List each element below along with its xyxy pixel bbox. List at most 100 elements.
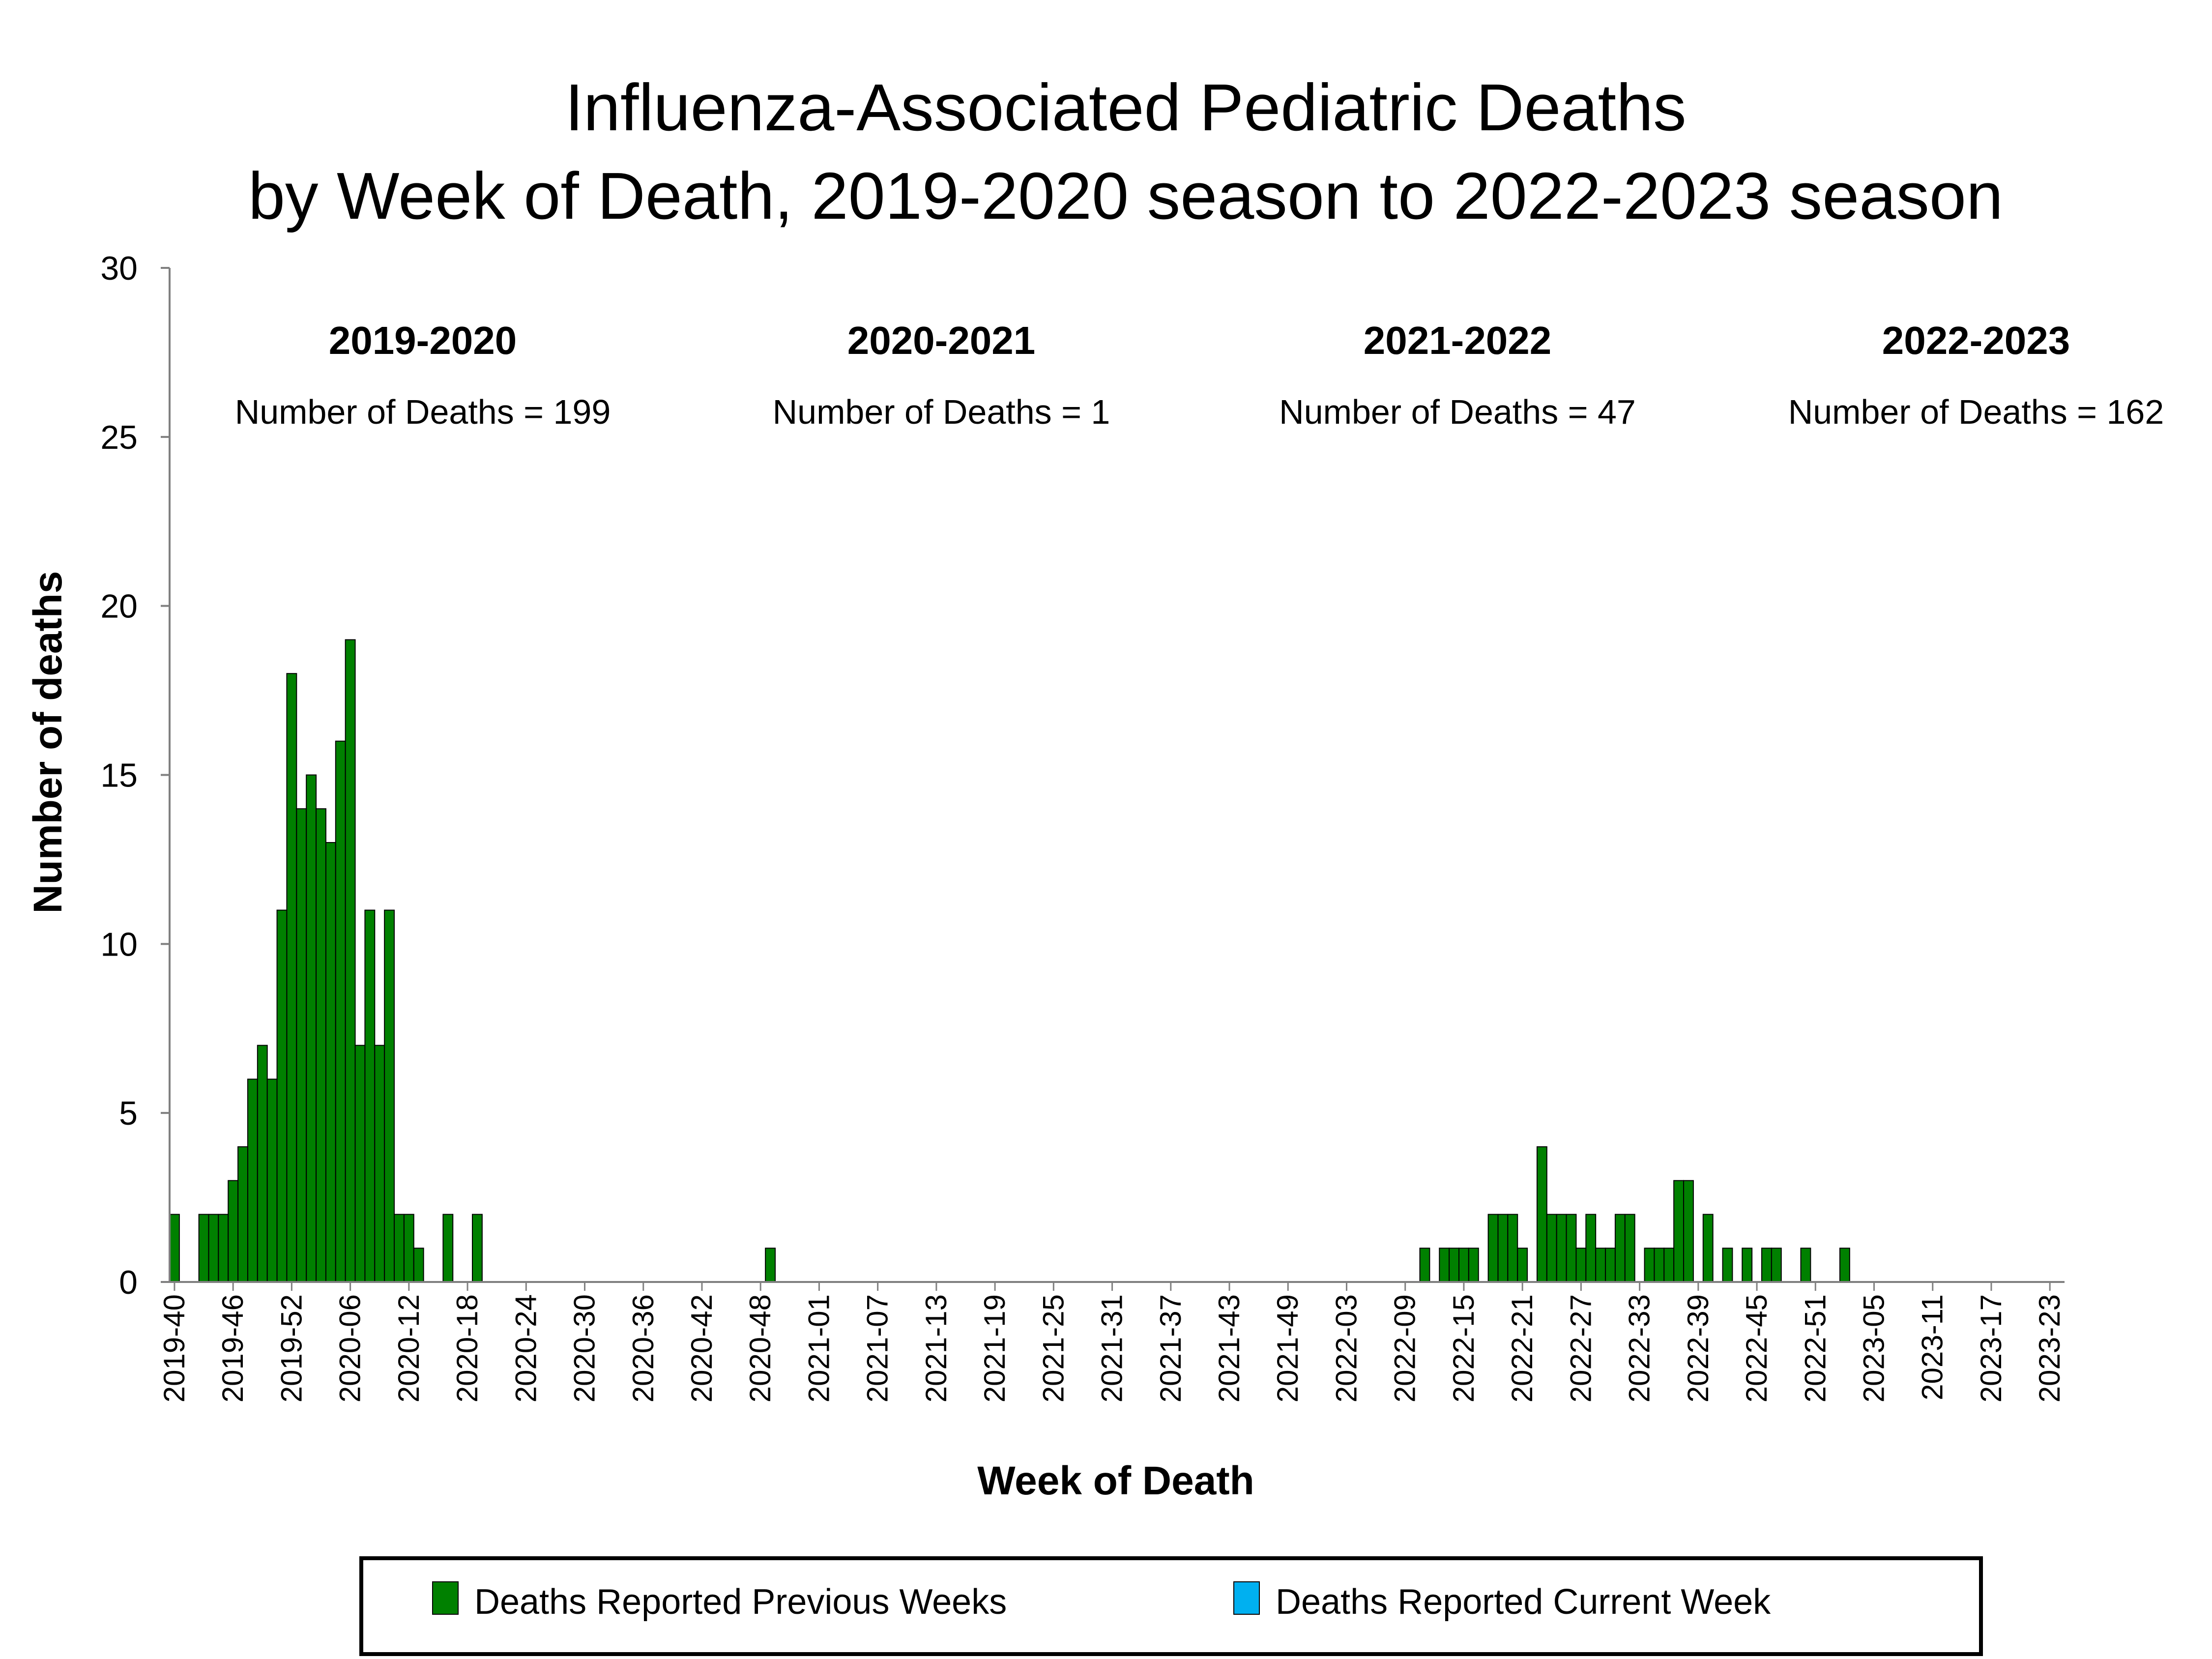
bar-previous bbox=[237, 1146, 248, 1282]
bar-previous bbox=[354, 1045, 366, 1282]
legend-box bbox=[359, 1556, 1983, 1656]
bar-previous bbox=[257, 1045, 268, 1282]
bar-previous bbox=[228, 1180, 239, 1282]
x-tick-label: 2021-19 bbox=[978, 1294, 1011, 1402]
bar-previous bbox=[208, 1214, 219, 1282]
x-tick-label: 2019-46 bbox=[216, 1294, 249, 1402]
bar-previous bbox=[1517, 1248, 1528, 1282]
bar-previous bbox=[1585, 1214, 1597, 1282]
bar-previous bbox=[403, 1214, 414, 1282]
bar-previous bbox=[345, 639, 356, 1282]
x-tick-label: 2021-13 bbox=[920, 1294, 953, 1402]
x-tick-label: 2020-42 bbox=[685, 1294, 718, 1402]
x-tick-label: 2020-24 bbox=[509, 1294, 542, 1402]
y-tick-label: 0 bbox=[119, 1264, 138, 1301]
season-label-2019-2020: 2019-2020 bbox=[329, 319, 517, 362]
bar-previous bbox=[1771, 1248, 1782, 1282]
bar-previous bbox=[1673, 1180, 1685, 1282]
bar-previous bbox=[1556, 1214, 1567, 1282]
x-tick-label: 2022-03 bbox=[1330, 1294, 1363, 1402]
y-tick-label: 5 bbox=[119, 1095, 138, 1132]
legend-swatch-current bbox=[1233, 1581, 1260, 1615]
x-tick-label: 2023-05 bbox=[1858, 1294, 1891, 1402]
season-label-2020-2021: 2020-2021 bbox=[847, 319, 1036, 362]
y-tick-label: 30 bbox=[100, 250, 138, 287]
x-tick-label: 2019-40 bbox=[158, 1294, 191, 1402]
y-tick-label: 20 bbox=[100, 588, 138, 625]
bar-previous bbox=[1575, 1248, 1587, 1282]
season-count-2019-2020: Number of Deaths = 199 bbox=[235, 393, 611, 431]
bar-previous bbox=[1468, 1248, 1479, 1282]
bar-previous bbox=[198, 1214, 209, 1282]
bar-previous bbox=[1614, 1214, 1626, 1282]
bar-previous bbox=[316, 808, 326, 1282]
x-ticks-group: 2019-40 2019-46 2019-52 2020-06 2020-12 2020-… bbox=[158, 1282, 2066, 1402]
bar-previous bbox=[1507, 1214, 1518, 1282]
x-tick-label: 2021-37 bbox=[1154, 1294, 1187, 1402]
x-tick-label: 2022-27 bbox=[1564, 1294, 1597, 1402]
bar-previous bbox=[1644, 1248, 1655, 1282]
bar-previous bbox=[1683, 1180, 1694, 1282]
bar-previous bbox=[266, 1078, 278, 1282]
bar-previous bbox=[169, 1214, 180, 1282]
bar-previous bbox=[442, 1214, 454, 1282]
bar-previous bbox=[1546, 1214, 1557, 1282]
x-tick-label: 2022-09 bbox=[1389, 1294, 1422, 1402]
bar-previous bbox=[1800, 1248, 1811, 1282]
bar-previous bbox=[218, 1214, 229, 1282]
bar-previous bbox=[1449, 1248, 1459, 1282]
bar-previous bbox=[413, 1248, 424, 1282]
bar-previous bbox=[1839, 1248, 1850, 1282]
y-tick-label: 25 bbox=[100, 419, 138, 456]
x-tick-label: 2020-18 bbox=[451, 1294, 484, 1402]
season-count-2020-2021: Number of Deaths = 1 bbox=[773, 393, 1110, 431]
y-tick-label: 15 bbox=[100, 757, 138, 794]
legend-swatch-previous bbox=[432, 1581, 459, 1615]
bar-previous bbox=[286, 673, 297, 1282]
bar-previous bbox=[472, 1214, 483, 1282]
legend-label-previous: Deaths Reported Previous Weeks bbox=[474, 1582, 1007, 1622]
bar-previous bbox=[1497, 1214, 1509, 1282]
x-tick-label: 2021-25 bbox=[1037, 1294, 1070, 1402]
x-tick-label: 2021-31 bbox=[1096, 1294, 1129, 1402]
season-label-2021-2022: 2021-2022 bbox=[1364, 319, 1552, 362]
bar-previous bbox=[296, 808, 307, 1282]
bar-previous bbox=[1439, 1248, 1450, 1282]
bar-previous bbox=[1624, 1214, 1635, 1282]
x-tick-label: 2021-43 bbox=[1213, 1294, 1246, 1402]
x-tick-label: 2020-30 bbox=[568, 1294, 601, 1402]
y-tick-label: 10 bbox=[100, 926, 138, 963]
bar-previous bbox=[1419, 1248, 1430, 1282]
bar-previous bbox=[1566, 1214, 1577, 1282]
chart-title-line-2: by Week of Death, 2019-2020 season to 20… bbox=[248, 159, 2003, 233]
x-tick-label: 2022-39 bbox=[1682, 1294, 1715, 1402]
bar-previous bbox=[1487, 1214, 1499, 1282]
season-label-2022-2023: 2022-2023 bbox=[1882, 319, 2070, 362]
bar-previous bbox=[384, 909, 395, 1282]
bar-previous bbox=[276, 909, 288, 1282]
x-axis-label: Week of Death bbox=[977, 1458, 1254, 1503]
x-tick-label: 2023-11 bbox=[1916, 1294, 1949, 1400]
x-tick-label: 2022-15 bbox=[1447, 1294, 1480, 1402]
bar-previous bbox=[1702, 1214, 1714, 1282]
y-ticks-group: 0 5 10 15 20 25 30 bbox=[100, 250, 170, 1301]
x-tick-label: 2022-51 bbox=[1799, 1294, 1832, 1402]
chart-title-line-1: Influenza-Associated Pediatric Deaths bbox=[565, 70, 1686, 145]
x-tick-label: 2021-01 bbox=[802, 1294, 835, 1402]
x-tick-label: 2020-48 bbox=[744, 1294, 777, 1402]
bar-previous bbox=[1722, 1248, 1733, 1282]
x-tick-label: 2023-17 bbox=[1975, 1294, 2008, 1402]
y-axis-label: Number of deaths bbox=[26, 571, 70, 913]
x-tick-label: 2020-36 bbox=[627, 1294, 660, 1402]
bar-previous bbox=[1654, 1248, 1665, 1282]
bar-previous bbox=[306, 774, 317, 1282]
bars-group bbox=[169, 639, 1850, 1282]
bar-previous bbox=[1742, 1248, 1753, 1282]
bar-previous bbox=[1458, 1248, 1469, 1282]
x-tick-label: 2020-06 bbox=[334, 1294, 367, 1402]
bar-previous bbox=[335, 740, 346, 1282]
x-tick-label: 2019-52 bbox=[275, 1294, 308, 1402]
bar-previous bbox=[765, 1248, 776, 1282]
x-tick-label: 2022-33 bbox=[1623, 1294, 1656, 1402]
